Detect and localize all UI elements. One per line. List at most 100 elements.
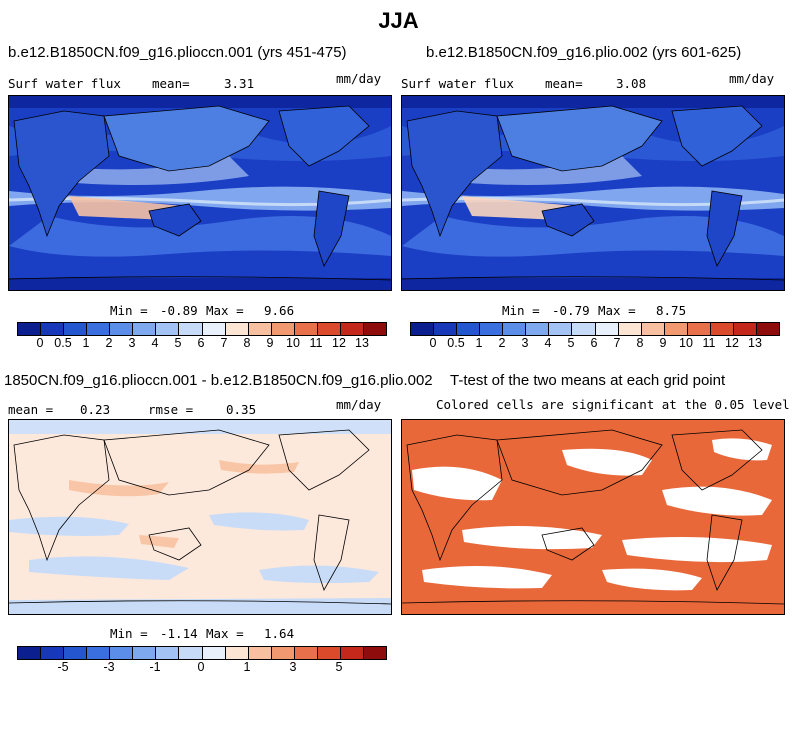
- colorbar-swatch: [434, 323, 458, 335]
- top-right-units: mm/day: [729, 71, 775, 86]
- colorbar-swatch: [618, 323, 642, 335]
- top-right-mean-value: 3.08: [616, 76, 647, 91]
- colorbar-swatch: [87, 647, 111, 659]
- top-right-min-value: -0.79: [552, 303, 590, 318]
- colorbar-swatch: [179, 647, 203, 659]
- top-right-min-label: Min =: [502, 303, 540, 318]
- colorbar-swatch: [156, 647, 180, 659]
- top-right-colorbar: [410, 322, 780, 336]
- bottom-left-min-value: -1.14: [160, 626, 198, 641]
- colorbar-tick-label: 12: [725, 336, 739, 350]
- bottom-left-map: [8, 419, 392, 615]
- bottom-left-rmse-label: rmse =: [148, 402, 194, 417]
- bottom-left-min-label: Min =: [110, 626, 148, 641]
- colorbar-swatch: [248, 323, 272, 335]
- colorbar-tick-label: 11: [702, 336, 716, 350]
- top-left-title: b.e12.B1850CN.f09_g16.plioccn.001 (yrs 4…: [8, 44, 347, 61]
- colorbar-swatch: [18, 323, 42, 335]
- top-left-map-svg: [9, 96, 391, 290]
- colorbar-tick-label: -1: [149, 660, 161, 674]
- colorbar-swatch: [595, 323, 619, 335]
- colorbar-swatch: [317, 647, 341, 659]
- top-right-map-svg: [402, 96, 784, 290]
- top-right-max-label: Max =: [598, 303, 636, 318]
- colorbar-tick-label: 10: [679, 336, 693, 350]
- colorbar-tick-label: 2: [498, 336, 506, 350]
- colorbar-tick-label: 13: [355, 336, 369, 350]
- colorbar-tick-label: 12: [332, 336, 346, 350]
- colorbar-swatch: [363, 323, 386, 335]
- colorbar-swatch: [87, 323, 111, 335]
- colorbar-swatch: [480, 323, 504, 335]
- colorbar-tick-label: 4: [544, 336, 552, 350]
- bottom-left-title: 1850CN.f09_g16.plioccn.001 - b.e12.B1850…: [4, 372, 433, 389]
- colorbar-tick-label: 0: [197, 660, 205, 674]
- colorbar-swatch: [271, 647, 295, 659]
- top-right-map: [401, 95, 785, 291]
- colorbar-tick-label: 9: [266, 336, 274, 350]
- colorbar-swatch: [411, 323, 435, 335]
- bottom-left-colorbar: [17, 646, 387, 660]
- top-right-mean-label: mean=: [545, 76, 583, 91]
- colorbar-swatch: [363, 647, 386, 659]
- colorbar-swatch: [549, 323, 573, 335]
- colorbar-swatch: [687, 323, 711, 335]
- colorbar-swatch: [225, 323, 249, 335]
- colorbar-tick-label: 6: [590, 336, 598, 350]
- bottom-right-map-svg: [402, 420, 784, 614]
- top-right-title: b.e12.B1850CN.f09_g16.plio.002 (yrs 601-…: [426, 44, 742, 61]
- top-left-colorbar-ticks: 0 0.5 1 2 3 4 5 6 7 8 9 10 11 12 13: [17, 336, 385, 352]
- colorbar-swatch: [340, 647, 364, 659]
- colorbar-tick-label: 13: [748, 336, 762, 350]
- colorbar-tick-label: 0: [36, 336, 44, 350]
- colorbar-tick-label: 5: [174, 336, 182, 350]
- top-left-variable: Surf water flux: [8, 76, 121, 91]
- colorbar-swatch: [294, 323, 318, 335]
- colorbar-swatch: [526, 323, 550, 335]
- top-left-units: mm/day: [336, 71, 382, 86]
- colorbar-swatch: [756, 323, 779, 335]
- colorbar-tick-label: 9: [659, 336, 667, 350]
- colorbar-swatch: [202, 647, 226, 659]
- colorbar-tick-label: 11: [309, 336, 323, 350]
- colorbar-swatch: [457, 323, 481, 335]
- bottom-left-map-svg: [9, 420, 391, 614]
- colorbar-swatch: [733, 323, 757, 335]
- colorbar-swatch: [133, 323, 157, 335]
- colorbar-tick-label: 0.5: [447, 336, 465, 350]
- bottom-right-subtitle: Colored cells are significant at the 0.0…: [436, 397, 790, 412]
- bottom-left-mean-value: 0.23: [80, 402, 111, 417]
- colorbar-swatch: [710, 323, 734, 335]
- colorbar-tick-label: 3: [289, 660, 297, 674]
- colorbar-swatch: [664, 323, 688, 335]
- top-left-max-label: Max =: [206, 303, 244, 318]
- figure-title: JJA: [378, 8, 419, 33]
- top-left-mean-value: 3.31: [224, 76, 255, 91]
- top-right-variable: Surf water flux: [401, 76, 514, 91]
- bottom-left-units: mm/day: [336, 397, 382, 412]
- colorbar-tick-label: 0: [429, 336, 437, 350]
- top-left-min-value: -0.89: [160, 303, 198, 318]
- top-right-colorbar-ticks: 0 0.5 1 2 3 4 5 6 7 8 9 10 11 12 13: [410, 336, 778, 352]
- colorbar-swatch: [248, 647, 272, 659]
- bottom-left-max-label: Max =: [206, 626, 244, 641]
- colorbar-tick-label: 1: [82, 336, 90, 350]
- colorbar-swatch: [641, 323, 665, 335]
- colorbar-swatch: [110, 323, 134, 335]
- colorbar-tick-label: 5: [335, 660, 343, 674]
- colorbar-tick-label: -3: [103, 660, 115, 674]
- top-left-map: [8, 95, 392, 291]
- colorbar-tick-label: 2: [105, 336, 113, 350]
- colorbar-swatch: [179, 323, 203, 335]
- colorbar-tick-label: -5: [57, 660, 69, 674]
- colorbar-tick-label: 7: [613, 336, 621, 350]
- colorbar-swatch: [317, 323, 341, 335]
- colorbar-swatch: [41, 323, 65, 335]
- bottom-right-map: [401, 419, 785, 615]
- colorbar-swatch: [64, 647, 88, 659]
- colorbar-tick-label: 7: [220, 336, 228, 350]
- colorbar-tick-label: 1: [475, 336, 483, 350]
- top-left-min-label: Min =: [110, 303, 148, 318]
- colorbar-swatch: [225, 647, 249, 659]
- colorbar-tick-label: 5: [567, 336, 575, 350]
